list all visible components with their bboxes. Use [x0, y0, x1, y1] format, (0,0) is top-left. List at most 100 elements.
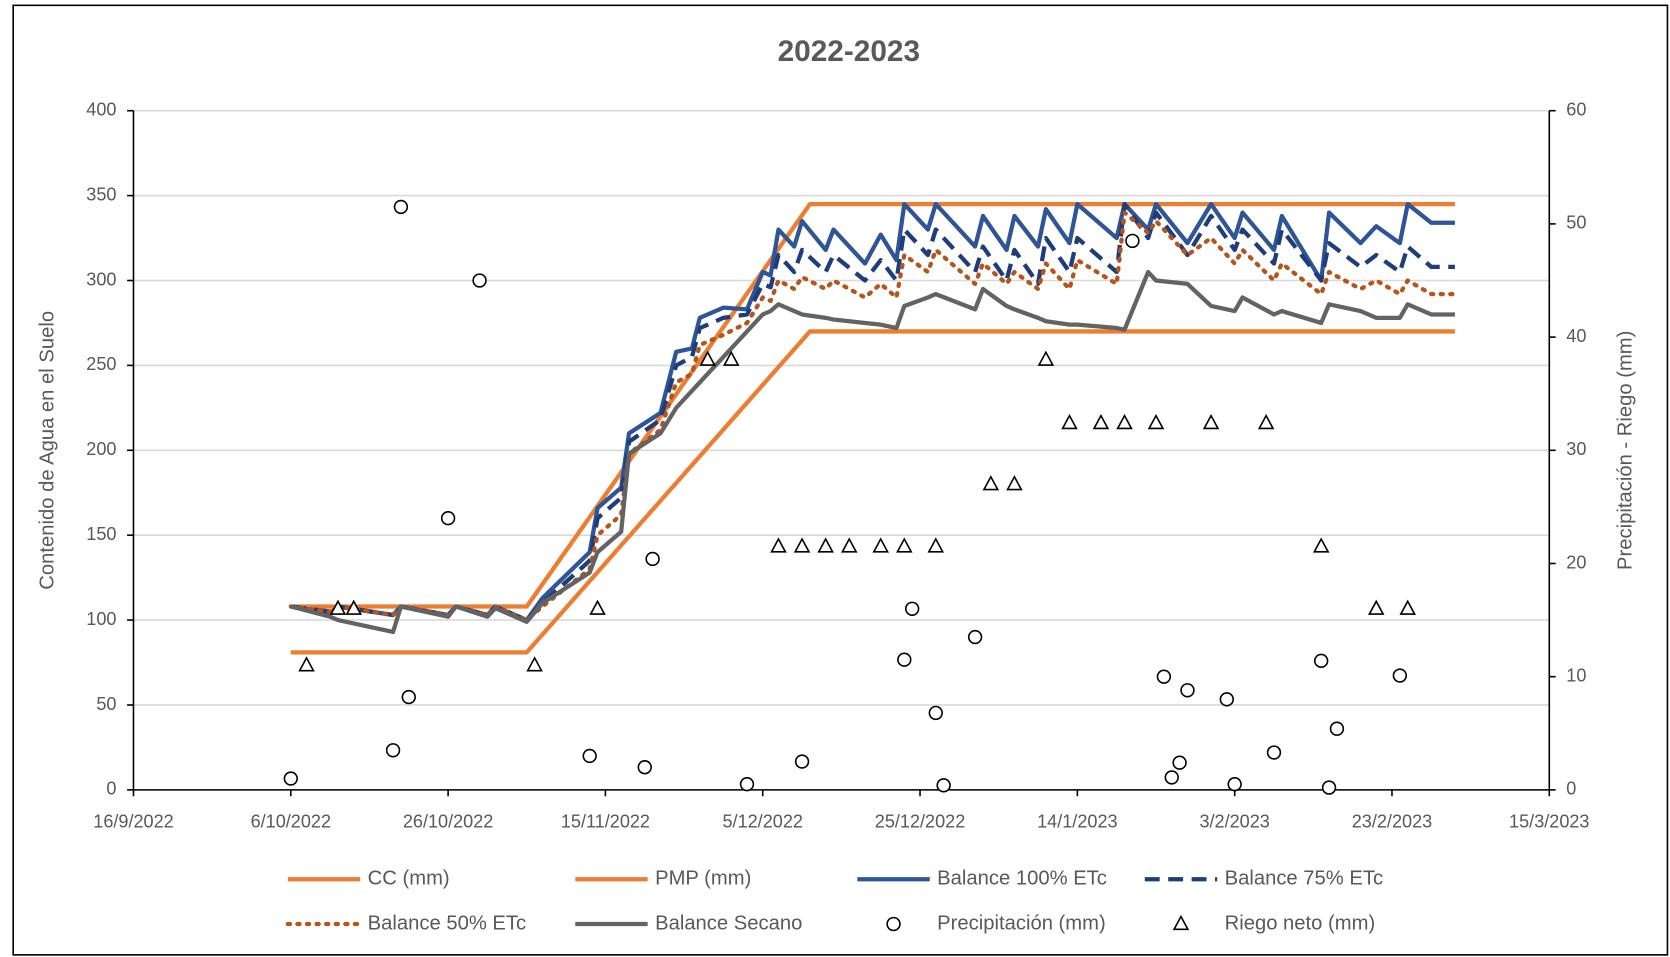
x-tick-label: 15/11/2022	[561, 812, 650, 832]
marker-circle	[1172, 755, 1187, 770]
marker-circle	[1164, 770, 1179, 785]
marker-triangle	[1116, 413, 1133, 430]
marker-triangle	[1147, 413, 1165, 430]
legend-label: Precipitación (mm)	[937, 912, 1106, 934]
marker-triangle	[1061, 413, 1078, 430]
legend-label: Balance 100% ETc	[937, 868, 1107, 890]
series-line	[290, 329, 1455, 655]
legend-label: PMP (mm)	[655, 868, 751, 890]
marker-circle	[936, 778, 951, 793]
marker-circle	[1329, 721, 1345, 736]
marker-triangle	[1367, 599, 1385, 615]
marker-triangle	[1092, 413, 1110, 430]
legend-label: Balance 75% ETc	[1225, 868, 1383, 890]
chart-title: 2022-2023	[778, 35, 921, 68]
marker-circle	[1392, 668, 1408, 683]
marker-triangle	[723, 350, 740, 366]
marker-circle	[928, 705, 943, 721]
y-tick-label: 350	[86, 184, 116, 204]
y2-tick-label: 20	[1566, 552, 1586, 572]
marker-circle	[582, 748, 597, 764]
y-axis-label: Contenido de Agua en el Suelo	[37, 311, 59, 590]
marker-circle	[1156, 669, 1172, 684]
marker-circle	[440, 511, 456, 526]
marker-circle	[401, 689, 416, 705]
legend-label: CC (mm)	[368, 868, 450, 890]
marker-circle	[1266, 745, 1282, 760]
x-tick-label: 16/9/2022	[93, 812, 173, 832]
marker-circle	[1125, 233, 1140, 249]
marker-triangle	[1037, 350, 1055, 366]
marker-circle	[904, 601, 920, 616]
marker-circle	[1180, 683, 1195, 698]
marker-circle	[1219, 692, 1234, 707]
marker-triangle	[1257, 413, 1275, 430]
legend-swatch	[1172, 914, 1190, 931]
legend-label: Riego neto (mm)	[1225, 912, 1376, 934]
legend-label: Balance Secano	[655, 912, 802, 934]
x-tick-label: 15/3/2023	[1509, 812, 1589, 832]
series-line	[290, 201, 1455, 623]
y-tick-label: 0	[106, 779, 116, 799]
marker-circle	[739, 777, 755, 792]
y2-tick-label: 10	[1566, 665, 1586, 685]
y-tick-label: 400	[86, 99, 116, 119]
y-tick-label: 200	[86, 439, 116, 459]
marker-circle	[472, 273, 487, 288]
marker-triangle	[1006, 475, 1023, 491]
marker-triangle	[589, 599, 606, 615]
marker-triangle	[329, 599, 347, 615]
series-line	[290, 201, 1455, 623]
marker-triangle	[298, 656, 315, 672]
marker-circle	[1314, 653, 1329, 669]
y-tick-label: 250	[86, 354, 116, 374]
x-tick-label: 6/10/2022	[251, 812, 331, 832]
marker-circle	[1321, 780, 1337, 795]
series-line	[290, 269, 1455, 635]
marker-triangle	[1312, 537, 1330, 553]
x-tick-label: 14/1/2023	[1037, 812, 1117, 832]
y2-tick-label: 0	[1566, 779, 1576, 799]
marker-circle	[283, 771, 298, 786]
marker-circle	[897, 652, 912, 667]
x-tick-label: 23/2/2023	[1352, 812, 1432, 832]
legend-label: Balance 50% ETc	[368, 912, 526, 934]
y2-tick-label: 50	[1566, 213, 1586, 233]
marker-triangle	[817, 537, 834, 553]
marker-triangle	[896, 537, 913, 553]
marker-circle	[393, 199, 409, 215]
marker-circle	[1227, 777, 1242, 792]
x-tick-label: 3/2/2023	[1199, 812, 1269, 832]
marker-triangle	[793, 537, 811, 553]
marker-triangle	[699, 350, 716, 366]
x-tick-label: 26/10/2022	[403, 812, 493, 832]
marker-triangle	[770, 537, 787, 553]
y-tick-label: 150	[86, 524, 116, 544]
marker-circle	[967, 629, 983, 645]
marker-circle	[645, 551, 660, 567]
y2-tick-label: 40	[1566, 326, 1586, 346]
marker-circle	[794, 754, 810, 769]
y-tick-label: 50	[96, 694, 116, 714]
marker-triangle	[526, 656, 543, 672]
marker-triangle	[840, 537, 858, 553]
x-tick-label: 5/12/2022	[723, 812, 803, 832]
marker-triangle	[927, 537, 945, 553]
marker-triangle	[982, 475, 1000, 491]
marker-triangle	[345, 599, 362, 615]
legend-swatch	[886, 916, 901, 932]
y2-axis-label: Precipitación - Riego (mm)	[1614, 331, 1636, 570]
marker-triangle	[1202, 413, 1220, 430]
marker-triangle	[1399, 599, 1416, 615]
y-tick-label: 300	[86, 269, 116, 289]
marker-triangle	[872, 537, 889, 553]
marker-circle	[385, 743, 401, 758]
x-tick-label: 25/12/2022	[875, 812, 965, 832]
y2-tick-label: 30	[1566, 439, 1586, 459]
chart-border	[12, 4, 1669, 956]
y2-tick-label: 60	[1566, 99, 1586, 119]
y-tick-label: 100	[86, 609, 116, 629]
marker-circle	[637, 760, 652, 775]
